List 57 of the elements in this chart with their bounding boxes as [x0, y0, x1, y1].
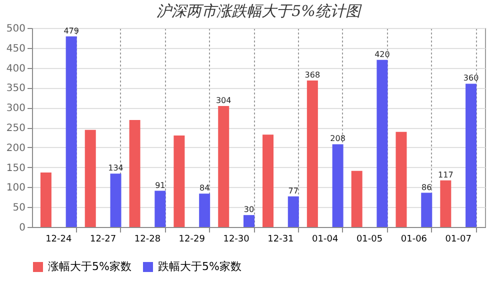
y-tick-label: 50 — [12, 202, 26, 214]
bar — [376, 60, 388, 227]
y-tick-label: 300 — [6, 103, 26, 114]
data-label: 134 — [108, 164, 124, 173]
y-tick-label: 350 — [6, 83, 26, 94]
y-tick-label: 0 — [19, 222, 26, 234]
data-label: 304 — [216, 96, 232, 106]
x-tick-label: 12-29 — [178, 234, 206, 244]
data-label: 117 — [438, 170, 454, 180]
bar — [110, 174, 122, 227]
bar — [199, 194, 210, 227]
bar — [84, 130, 96, 227]
bar — [351, 170, 362, 227]
bar — [466, 84, 477, 227]
bar — [66, 36, 77, 227]
x-tick-label: 01-04 — [312, 234, 338, 244]
bar — [396, 132, 407, 227]
bar — [243, 215, 254, 227]
legend-label: 涨幅大于5%家数 — [48, 260, 132, 273]
y-tick-label: 500 — [6, 24, 26, 34]
bar — [288, 196, 299, 227]
legend-label: 跌幅大于5%家数 — [158, 260, 242, 273]
bar — [154, 190, 166, 227]
data-label: 30 — [244, 205, 254, 214]
data-label: 208 — [330, 134, 346, 144]
chart-title: 沪深两市涨跌幅大于5%统计图 — [156, 2, 362, 20]
x-tick-label: 01-07 — [445, 234, 472, 244]
x-tick-label: 01-05 — [356, 234, 383, 244]
y-tick-label: 400 — [6, 63, 26, 74]
data-label: 479 — [64, 26, 79, 36]
bar — [40, 172, 52, 227]
x-tick-label: 12-24 — [46, 234, 72, 244]
data-label: 420 — [374, 50, 390, 59]
x-tick-label: 01-06 — [400, 234, 428, 244]
x-tick-label: 12-28 — [134, 234, 161, 244]
x-tick-label: 12-27 — [90, 234, 116, 244]
data-label: 77 — [288, 186, 298, 196]
data-label: 91 — [155, 180, 166, 190]
bar — [174, 135, 185, 227]
bar — [129, 120, 140, 227]
bar — [306, 80, 318, 227]
y-tick-label: 100 — [6, 182, 26, 194]
y-tick-label: 200 — [6, 142, 26, 154]
x-tick-label: 12-31 — [268, 234, 294, 244]
data-label: 360 — [463, 74, 479, 83]
bar — [440, 180, 452, 227]
y-tick-label: 150 — [6, 162, 26, 174]
data-label: 368 — [304, 70, 320, 80]
data-label: 86 — [422, 182, 432, 192]
y-tick-label: 450 — [6, 43, 26, 54]
bar — [332, 144, 344, 227]
x-tick-label: 12-30 — [223, 234, 250, 244]
y-tick-label: 250 — [6, 123, 26, 134]
bar — [218, 106, 230, 227]
bar — [262, 134, 274, 227]
bar — [421, 192, 432, 227]
data-label: 84 — [199, 184, 210, 193]
